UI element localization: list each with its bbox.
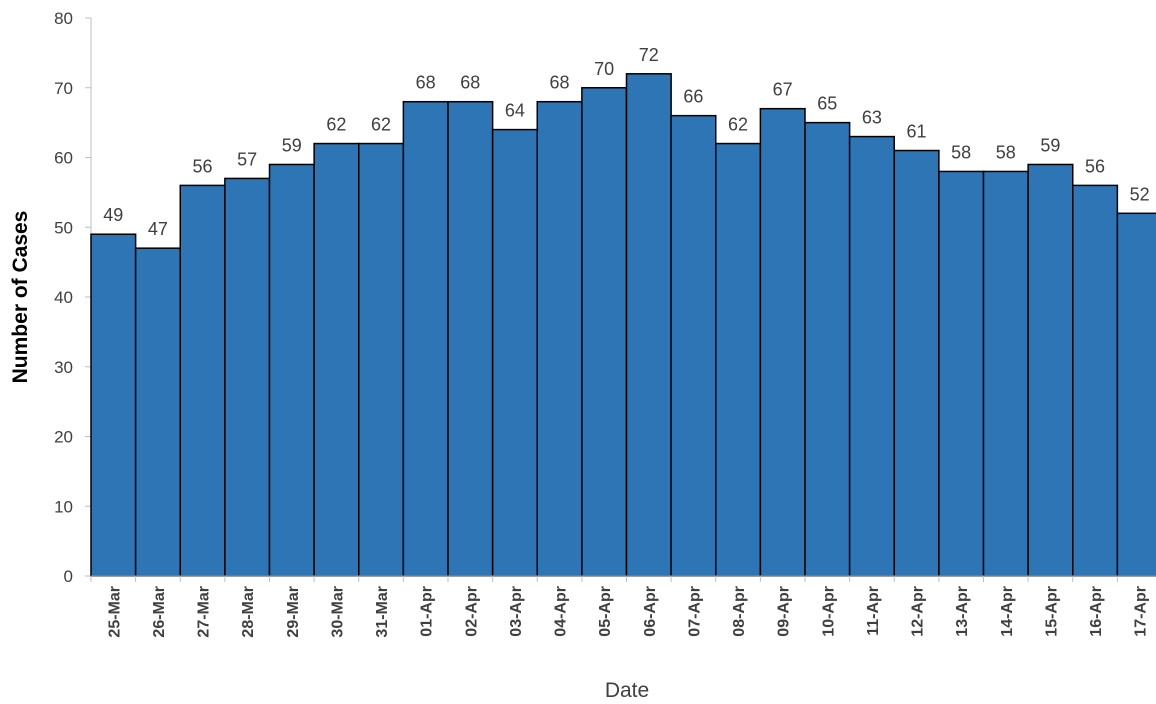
bar (625, 73, 672, 577)
data-label: 68 (416, 73, 436, 93)
data-label: 56 (1085, 156, 1105, 176)
data-label: 72 (639, 45, 659, 65)
x-tick-label: 04-Apr (553, 586, 570, 637)
x-tick-label: 28-Mar (240, 586, 257, 638)
y-tick-label: 80 (54, 9, 73, 28)
bar (402, 100, 449, 577)
bar (224, 177, 271, 577)
bar (804, 121, 851, 577)
data-label: 47 (148, 219, 168, 239)
data-label: 62 (371, 115, 391, 135)
x-tick-label: 08-Apr (731, 586, 748, 637)
y-tick-label: 40 (54, 288, 73, 307)
x-tick-label: 05-Apr (597, 586, 614, 637)
x-tick-label: 13-Apr (954, 586, 971, 637)
x-tick-label: 25-Mar (106, 586, 123, 638)
bar (491, 128, 538, 577)
data-labels: 49 47 56 57 59 62 62 68 68 64 68 70 72 66 62 67 65 63 61 58… (103, 45, 1149, 239)
data-label: 63 (862, 108, 882, 128)
data-label: 59 (282, 135, 302, 155)
x-axis-title: Date (605, 679, 649, 702)
data-label: 65 (817, 94, 837, 114)
data-label: 62 (326, 115, 346, 135)
x-tick-label: 15-Apr (1043, 586, 1060, 637)
x-tick-label: 01-Apr (419, 586, 436, 637)
data-label: 57 (237, 149, 257, 169)
bar (982, 170, 1029, 577)
data-label: 67 (773, 80, 793, 100)
bar (447, 100, 494, 577)
x-tick-label: 14-Apr (999, 586, 1016, 637)
bar (581, 87, 628, 577)
data-label: 52 (1130, 184, 1150, 204)
y-tick-label: 10 (54, 497, 73, 516)
y-tick-label: 70 (54, 79, 73, 98)
bar (90, 233, 137, 577)
data-label: 66 (683, 87, 703, 107)
x-tick-label: 03-Apr (508, 586, 525, 637)
bar (313, 142, 360, 577)
y-tick-label: 20 (54, 428, 73, 447)
x-tick-label: 29-Mar (285, 586, 302, 638)
data-label: 49 (103, 205, 123, 225)
data-label: 68 (550, 73, 570, 93)
data-label: 59 (1040, 135, 1060, 155)
x-tick-label: 16-Apr (1088, 586, 1105, 637)
bar (938, 170, 985, 577)
x-tick-label: 31-Mar (374, 586, 391, 638)
data-label: 68 (460, 73, 480, 93)
y-tick-label: 0 (64, 567, 73, 586)
y-axis: 0 10 20 30 40 50 60 70 80 (54, 9, 92, 586)
x-tick-label: 27-Mar (196, 586, 213, 638)
bar (893, 149, 940, 577)
bar (268, 163, 315, 577)
data-label: 61 (907, 122, 927, 142)
x-tick-label: 06-Apr (642, 586, 659, 637)
bar (1027, 163, 1074, 577)
x-tick-label: 09-Apr (776, 586, 793, 637)
data-label: 56 (193, 156, 213, 176)
x-tick-label: 11-Apr (865, 586, 882, 636)
y-axis-title: Number of Cases (9, 211, 32, 384)
data-label: 58 (951, 142, 971, 162)
x-tick-label: 07-Apr (686, 586, 703, 637)
bar (715, 142, 762, 577)
bar (1072, 184, 1119, 577)
x-tick-label: 30-Mar (329, 586, 346, 638)
x-axis: 25-Mar 26-Mar 27-Mar 28-Mar 29-Mar 30-Mar 31-M… (90, 575, 1156, 638)
y-tick-label: 60 (54, 149, 73, 168)
bar (759, 107, 806, 577)
bar (1116, 212, 1156, 577)
y-tick-label: 30 (54, 358, 73, 377)
bar (848, 135, 895, 577)
bar (670, 114, 717, 577)
y-tick-label: 50 (54, 218, 73, 237)
x-tick-label: 10-Apr (820, 586, 837, 637)
x-tick-label: 26-Mar (151, 586, 168, 638)
x-tick-label: 12-Apr (910, 586, 927, 637)
bar (536, 100, 583, 577)
data-label: 62 (728, 115, 748, 135)
data-label: 70 (594, 59, 614, 79)
x-tick-label: 02-Apr (463, 586, 480, 637)
bar (179, 184, 226, 577)
data-label: 58 (996, 142, 1016, 162)
bar (134, 247, 181, 577)
data-label: 64 (505, 101, 525, 121)
bar (358, 142, 405, 577)
x-tick-label: 17-Apr (1133, 586, 1150, 637)
